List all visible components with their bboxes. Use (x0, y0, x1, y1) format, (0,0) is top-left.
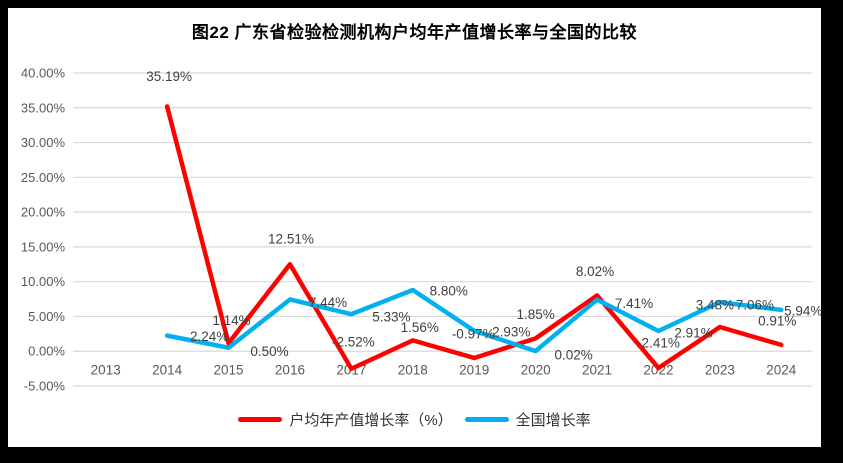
series-line-1 (164, 287, 784, 354)
x-axis-tick-label: 2019 (459, 363, 489, 378)
red-line-swatch-icon (238, 417, 283, 422)
x-axis-tick-label: 2013 (91, 363, 121, 378)
data-label: 3.48% (696, 298, 734, 313)
y-axis-tick-label: 25.00% (21, 170, 66, 185)
data-label: -0.97% (452, 326, 495, 341)
data-label: -2.52% (332, 334, 375, 349)
x-axis-tick-label: 2014 (152, 363, 183, 378)
chart-legend: 户均年产值增长率（%） 全国增长率 (8, 409, 821, 430)
chart-canvas: 图22 广东省检验检测机构户均年产值增长率与全国的比较 -5.00% 0.00% 5… (8, 8, 821, 447)
data-label: 1.85% (516, 307, 554, 322)
y-axis-tick-label: -5.00% (24, 379, 66, 394)
x-axis-tick-label: 2016 (275, 363, 305, 378)
data-label: 35.19% (146, 69, 192, 84)
data-label: 12.51% (268, 232, 314, 247)
y-axis-tick-label: 10.00% (21, 274, 66, 289)
x-axis-tick-label: 2024 (766, 363, 797, 378)
line-chart: -5.00% 0.00% 5.00% 10.00% 15.00% 20.00% 25.00%… (21, 66, 821, 394)
data-label: 8.02% (576, 264, 614, 279)
chart-title: 图22 广东省检验检测机构户均年产值增长率与全国的比较 (191, 23, 638, 42)
x-axis-tick-label: 2015 (214, 363, 244, 378)
data-label: 2.93% (492, 324, 530, 339)
data-label: 0.91% (758, 313, 796, 328)
blue-line-swatch-icon (464, 417, 509, 422)
data-label: 7.41% (615, 296, 653, 311)
y-axis-tick-label: 15.00% (21, 239, 66, 254)
data-label: 0.02% (554, 348, 592, 363)
x-axis-tick-label: 2018 (398, 363, 428, 378)
legend-label-household-output-growth: 户均年产值增长率（%） (289, 412, 453, 429)
data-label: -2.41% (637, 335, 680, 350)
data-label: 5.94% (784, 303, 821, 318)
series-line-0 (164, 104, 784, 372)
y-axis-tick-label: 35.00% (21, 100, 66, 115)
data-label: 7.06% (736, 298, 774, 313)
x-axis-tick-label: 2023 (705, 363, 735, 378)
data-label: 1.14% (212, 313, 250, 328)
legend-label-national-growth: 全国增长率 (515, 412, 591, 429)
legend-item-national-growth: 全国增长率 (464, 409, 591, 430)
data-label: 2.24% (190, 329, 228, 344)
y-axis-tick-label: 5.00% (28, 309, 65, 324)
x-axis-tick-label: 2021 (582, 363, 612, 378)
data-label: 5.33% (372, 310, 410, 325)
data-label: 7.44% (309, 295, 347, 310)
y-axis-tick-label: 30.00% (21, 135, 66, 150)
data-label: 0.50% (250, 344, 288, 359)
data-label: 1.56% (401, 320, 439, 335)
x-axis-tick-label: 2020 (521, 363, 551, 378)
y-axis-tick-label: 0.00% (28, 344, 65, 359)
y-axis-tick-label: 20.00% (21, 205, 66, 220)
data-label: 8.80% (430, 284, 468, 299)
y-axis-tick-label: 40.00% (21, 66, 66, 81)
legend-item-household-output-growth: 户均年产值增长率（%） (238, 409, 453, 430)
data-label: 2.91% (674, 325, 712, 340)
